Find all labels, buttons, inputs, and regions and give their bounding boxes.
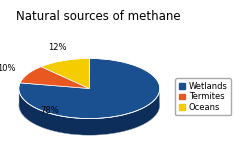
Polygon shape xyxy=(20,67,89,89)
Text: Natural sources of methane: Natural sources of methane xyxy=(16,10,181,23)
Polygon shape xyxy=(41,58,89,89)
Ellipse shape xyxy=(19,75,160,135)
Polygon shape xyxy=(19,58,160,119)
Polygon shape xyxy=(19,89,160,135)
Text: 10%: 10% xyxy=(0,64,15,73)
Text: 12%: 12% xyxy=(48,43,66,52)
Text: 78%: 78% xyxy=(40,106,59,115)
Legend: Wetlands, Termites, Oceans: Wetlands, Termites, Oceans xyxy=(175,78,231,115)
